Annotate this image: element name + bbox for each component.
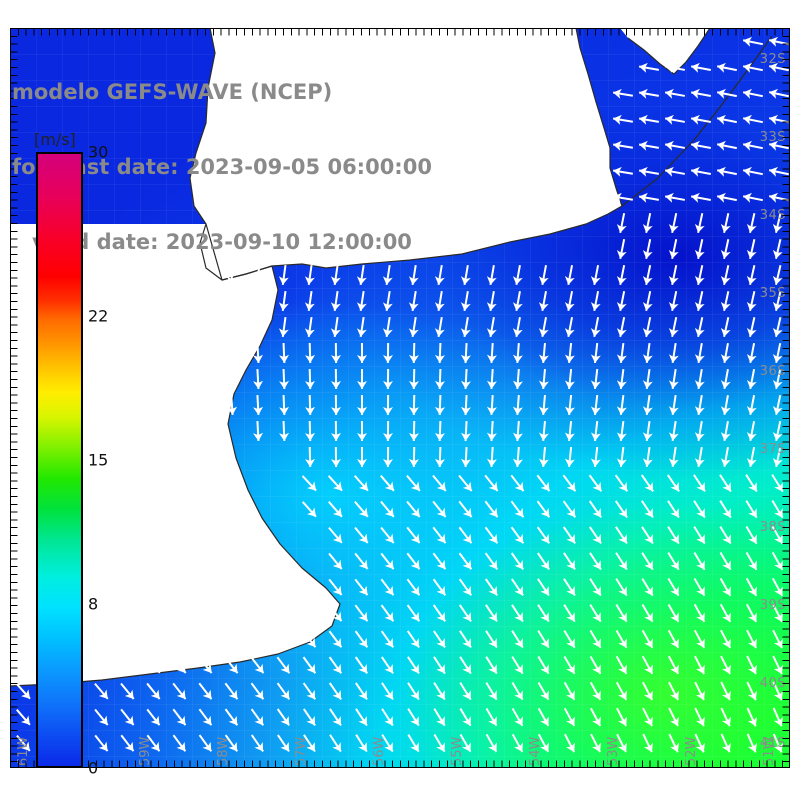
colorbar-unit-label: [m/s] — [34, 130, 76, 149]
latitude-label: 35S — [759, 286, 786, 301]
latitude-label: 37S — [759, 442, 786, 457]
colorbar-tick-label: 22 — [88, 306, 109, 326]
latitude-label: 36S — [759, 364, 786, 379]
title-forecast-date: forecast date: 2023-09-05 06:00:00 — [12, 155, 432, 179]
latitude-label: 39S — [759, 598, 786, 613]
longitude-label: 53W — [606, 736, 621, 766]
longitude-label: 59W — [138, 736, 153, 766]
colorbar-tick-label: 8 — [88, 594, 99, 614]
longitude-label: 52W — [684, 736, 699, 766]
longitude-label: 61W — [16, 736, 31, 766]
longitude-label: 58W — [216, 736, 231, 766]
latitude-label: 32S — [759, 52, 786, 67]
latitude-label: 33S — [759, 130, 786, 145]
colorbar-gradient — [36, 152, 83, 768]
longitude-label: 57W — [294, 736, 309, 766]
colorbar-tick-label: 0 — [88, 758, 99, 778]
latitude-label: 40S — [759, 676, 786, 691]
title-model: modelo GEFS-WAVE (NCEP) — [12, 80, 333, 104]
longitude-label: 56W — [372, 736, 387, 766]
latitude-label: 38S — [759, 520, 786, 535]
colorbar-tick-label: 15 — [88, 450, 109, 470]
longitude-label: 55W — [450, 736, 465, 766]
colorbar-tick-label: 30 — [88, 142, 109, 162]
latitude-label: 34S — [759, 208, 786, 223]
longitude-label: 54W — [528, 736, 543, 766]
longitude-label: 51W — [762, 736, 777, 766]
